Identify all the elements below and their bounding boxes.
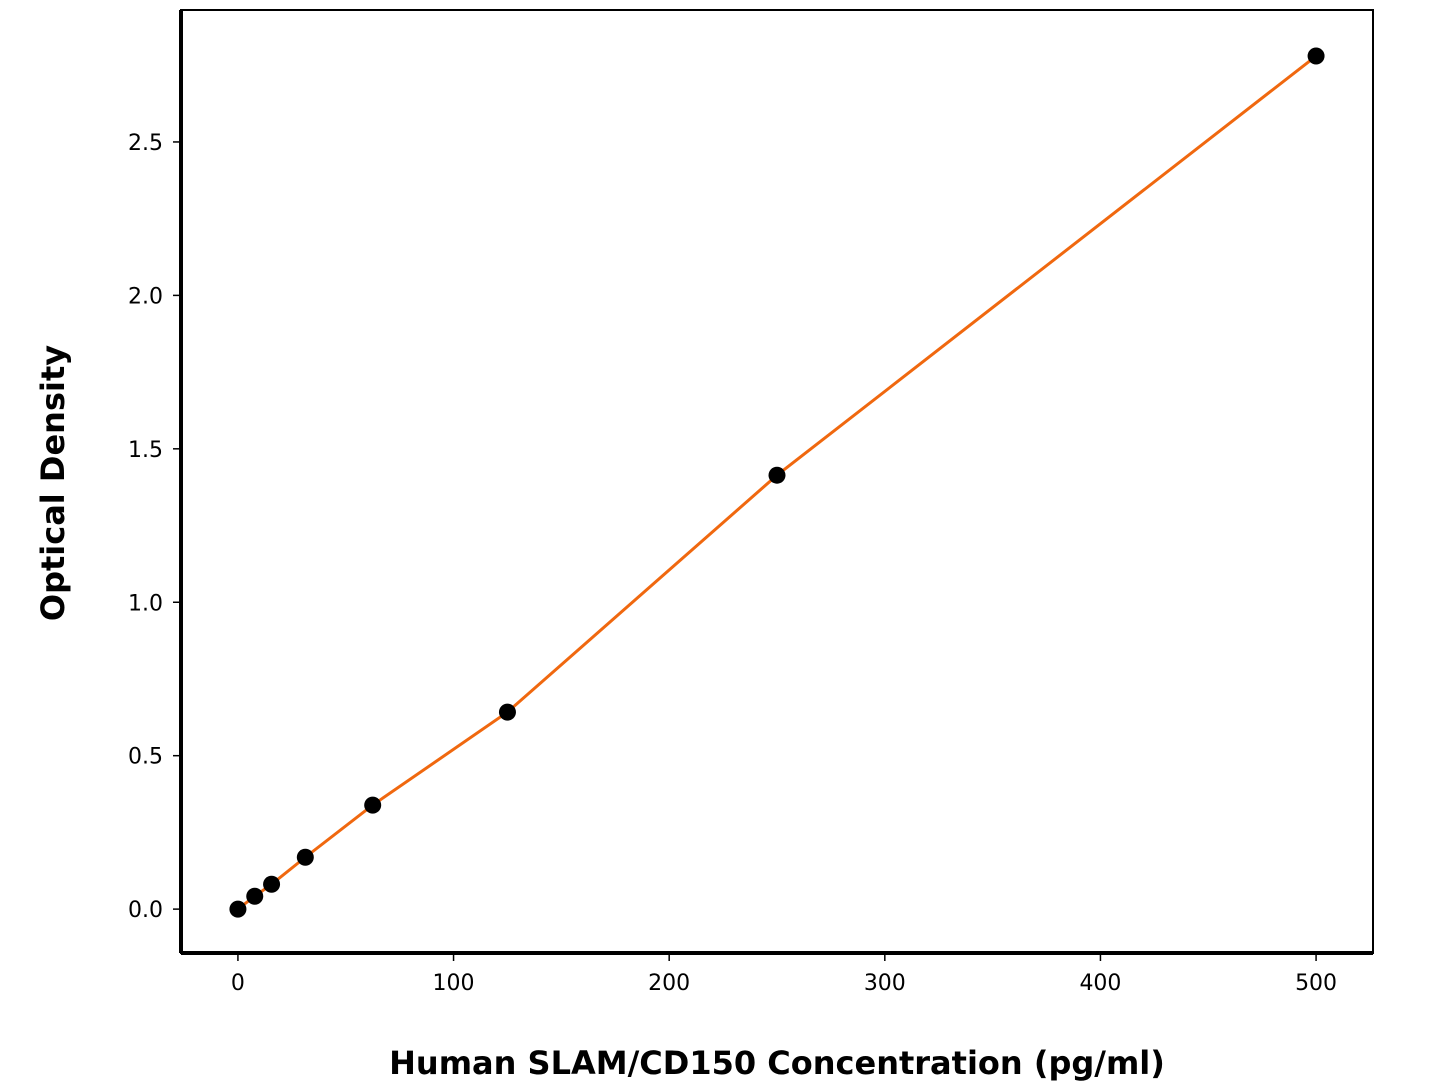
x-tick-label: 0: [231, 971, 245, 996]
x-axis-label: Human SLAM/CD150 Concentration (pg/ml): [389, 1044, 1165, 1082]
x-tick-label: 400: [1079, 971, 1121, 996]
data-point: [498, 703, 516, 721]
data-point: [229, 900, 247, 918]
x-tick-label: 500: [1295, 971, 1337, 996]
y-tick-label: 2.0: [128, 284, 163, 309]
y-tick-label: 0.0: [128, 898, 163, 923]
y-tick-label: 1.0: [128, 591, 163, 616]
data-point: [263, 875, 281, 893]
x-tick-label: 200: [648, 971, 690, 996]
data-point: [246, 887, 264, 905]
data-point: [296, 848, 314, 866]
y-axis-label: Optical Density: [34, 345, 72, 621]
x-tick-label: 100: [433, 971, 475, 996]
y-tick-label: 0.5: [128, 745, 163, 770]
y-tick-label: 1.5: [128, 438, 163, 463]
data-point: [1307, 47, 1325, 65]
data-point: [768, 466, 786, 484]
x-tick-label: 300: [864, 971, 906, 996]
y-tick-label: 2.5: [128, 131, 163, 156]
data-point: [364, 796, 382, 814]
